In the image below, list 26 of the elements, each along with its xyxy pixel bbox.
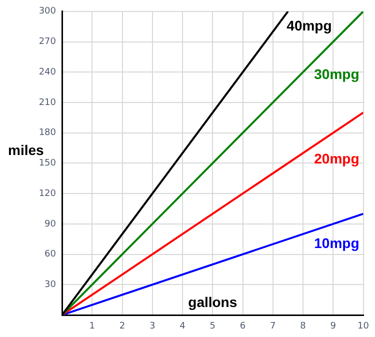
x-tick-label: 6 [240,322,246,332]
x-tick-label: 1 [89,322,95,332]
x-tick-label: 10 [358,322,370,332]
y-tick-label: 150 [38,158,56,169]
series-label: 30mpg [314,66,360,82]
y-tick-label: 300 [38,6,56,17]
x-tick-label: 4 [180,322,186,332]
x-tick-label: 3 [150,322,156,332]
y-tick-label: 120 [38,188,56,199]
x-tick-label: 8 [300,322,306,332]
y-tick-label: 180 [38,128,56,138]
x-tick-label: 2 [119,322,126,332]
y-tick-label: 90 [44,219,56,230]
series-label: 40mpg [286,17,332,34]
y-tick-label: 60 [44,250,56,260]
y-axis-title: miles [8,142,44,158]
x-axis-title: gallons [188,294,238,310]
x-tick-label: 5 [210,322,216,332]
series-label: 20mpg [314,150,360,166]
x-tick-label: 9 [330,322,336,332]
x-tick-label: 7 [270,322,276,332]
series-label: 10mpg [314,235,360,252]
y-tick-label: 30 [44,280,56,290]
y-tick-label: 270 [38,37,56,48]
y-tick-label: 240 [38,67,56,78]
y-tick-label: 210 [38,98,56,108]
